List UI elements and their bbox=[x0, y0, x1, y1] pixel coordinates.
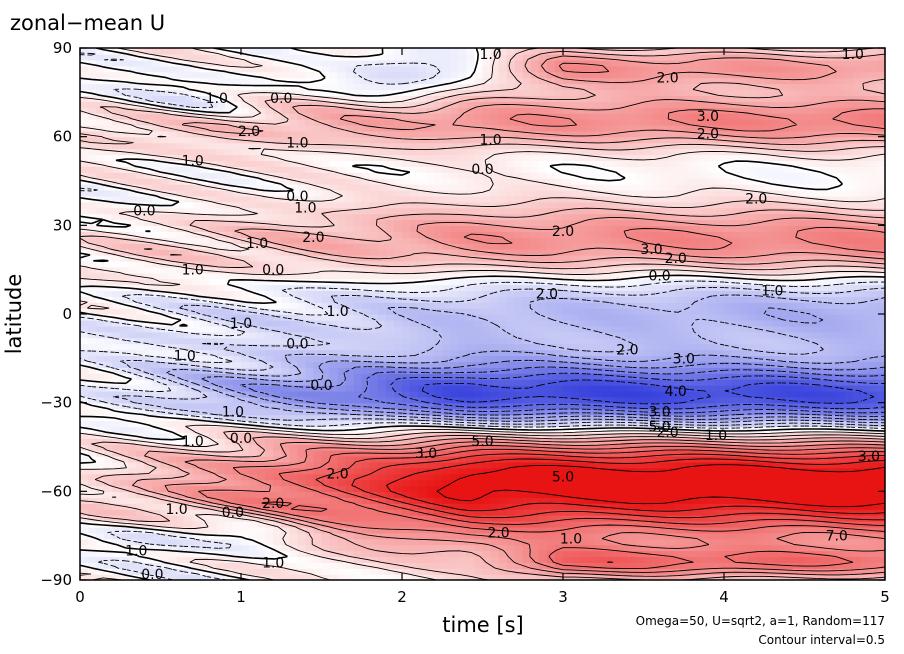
x-tick-label: 3 bbox=[558, 588, 568, 606]
contour-label: 2.0 bbox=[552, 224, 574, 240]
contour-label: 0.0 bbox=[286, 337, 308, 353]
contour-level bbox=[351, 453, 885, 521]
chart-title: zonal−mean U bbox=[10, 11, 165, 35]
contour-label: 0.0 bbox=[648, 269, 670, 285]
contour-label: 0.0 bbox=[270, 91, 292, 107]
contour-label: 1.0 bbox=[479, 47, 501, 63]
contour-label: 1.0 bbox=[262, 555, 284, 571]
contour-label: 0.0 bbox=[286, 189, 308, 205]
contour-interval-annotation: Contour interval=0.5 bbox=[758, 633, 885, 647]
y-tick-label: −90 bbox=[40, 571, 72, 589]
y-tick-label: 60 bbox=[53, 128, 72, 146]
contour-label: 0.0 bbox=[230, 431, 252, 447]
contour-label: 3.0 bbox=[697, 109, 719, 125]
contour-label: 1.0 bbox=[761, 283, 783, 299]
y-tick-label: 90 bbox=[53, 39, 72, 57]
contour-label: 2.0 bbox=[616, 343, 638, 359]
contour-label: 1.0 bbox=[560, 532, 582, 548]
y-tick-label: 30 bbox=[53, 216, 72, 234]
contour-level bbox=[164, 55, 885, 577]
contour-level bbox=[261, 444, 885, 570]
x-tick-label: 4 bbox=[719, 588, 729, 606]
contour-label: 1.0 bbox=[842, 47, 864, 63]
contour-label: 2.0 bbox=[302, 230, 324, 246]
contour-label: 2.0 bbox=[238, 124, 260, 140]
contour-label: 1.0 bbox=[182, 263, 204, 279]
contour-label: 0.0 bbox=[222, 505, 244, 521]
contour-label: 3.0 bbox=[415, 446, 437, 462]
contour-level bbox=[240, 359, 885, 417]
contour-level bbox=[131, 50, 885, 580]
x-tick-label: 1 bbox=[236, 588, 246, 606]
plot-area: 1.0 0.02.01.01.00.01.00.00.01.01.02.03.02… bbox=[80, 47, 885, 583]
y-tick-label: −30 bbox=[40, 394, 72, 412]
contour-label: 1.0 bbox=[286, 136, 308, 152]
contour-label: 4.0 bbox=[665, 384, 687, 400]
contour-level bbox=[386, 458, 885, 515]
parameter-annotation: Omega=50, U=sqrt2, a=1, Random=117 bbox=[636, 614, 885, 628]
contour-label: 5.0 bbox=[648, 419, 670, 435]
contour-label: 5.0 bbox=[471, 434, 493, 450]
contour-label: 2.0 bbox=[262, 496, 284, 512]
contour-label: 1.0 bbox=[206, 91, 228, 107]
contour-label: 2.0 bbox=[656, 425, 678, 441]
contour-label: 0.0 bbox=[310, 378, 332, 394]
contour-lines bbox=[80, 48, 885, 580]
contour-labels: 1.0 0.02.01.01.00.01.00.00.01.01.02.03.02… bbox=[125, 47, 880, 583]
contour-label: 1.0 bbox=[174, 348, 196, 364]
y-tick-label: 0 bbox=[62, 305, 72, 323]
contour-label: 2.0 bbox=[697, 127, 719, 143]
contour-label: 1.0 bbox=[222, 405, 244, 421]
contour-label: 1.0 bbox=[246, 236, 268, 252]
contour-label: 1.0 bbox=[705, 428, 727, 444]
contour-level bbox=[358, 366, 885, 414]
y-tick-label: −60 bbox=[40, 482, 72, 500]
contour-level bbox=[166, 294, 885, 424]
contour-level bbox=[201, 307, 885, 421]
x-tick-label: 2 bbox=[397, 588, 407, 606]
contour-label: 2.0 bbox=[656, 71, 678, 87]
contour-level bbox=[80, 48, 885, 580]
contour-label: 2.0 bbox=[536, 286, 558, 302]
contour-label: 5.0 bbox=[552, 470, 574, 486]
contour-label: 1.0 bbox=[326, 304, 348, 320]
contour-level bbox=[421, 379, 875, 405]
contour-label: 1.0 bbox=[182, 153, 204, 169]
x-axis-ticks: 0 1 2 3 4 5 bbox=[75, 48, 890, 606]
contour-level bbox=[198, 62, 885, 573]
x-tick-label: 0 bbox=[75, 588, 85, 606]
contour-level bbox=[390, 372, 885, 410]
contour-label: 3.0 bbox=[858, 449, 880, 465]
contour-label: 3.0 bbox=[673, 351, 695, 367]
contour-label: 1.0 bbox=[182, 434, 204, 450]
contour-label: 2.0 bbox=[745, 192, 767, 208]
contour-label: 2.0 bbox=[487, 526, 509, 542]
contour-label: 3.0 bbox=[648, 405, 670, 421]
contour-level bbox=[80, 48, 885, 580]
contour-level bbox=[315, 448, 885, 563]
x-axis-label: time [s] bbox=[442, 613, 523, 637]
contour-label: 0.0 bbox=[471, 162, 493, 178]
contour-label: 2.0 bbox=[665, 251, 687, 267]
contour-label: 0.0 bbox=[141, 567, 163, 583]
contour-level bbox=[113, 286, 885, 427]
contour-label: 1.0 bbox=[230, 316, 252, 332]
contour-level bbox=[436, 464, 885, 508]
contour-label: 1.0 bbox=[479, 133, 501, 149]
contour-level bbox=[80, 48, 885, 580]
x-tick-label: 5 bbox=[880, 588, 890, 606]
contour-label: 1.0 bbox=[125, 543, 147, 559]
contour-label: 2.0 bbox=[326, 467, 348, 483]
y-axis-ticks: −90 −60 −30 0 30 60 90 bbox=[40, 39, 885, 589]
y-axis-label: latitude bbox=[2, 274, 26, 355]
contour-label: 3.0 bbox=[640, 242, 662, 258]
contour-level bbox=[80, 52, 885, 580]
contour-label: 0.0 bbox=[133, 204, 155, 220]
contour-label: 0.0 bbox=[262, 263, 284, 279]
contour-label: 1.0 bbox=[294, 201, 316, 217]
contour-label: 1.0 bbox=[165, 502, 187, 518]
contour-label: 7.0 bbox=[826, 529, 848, 545]
